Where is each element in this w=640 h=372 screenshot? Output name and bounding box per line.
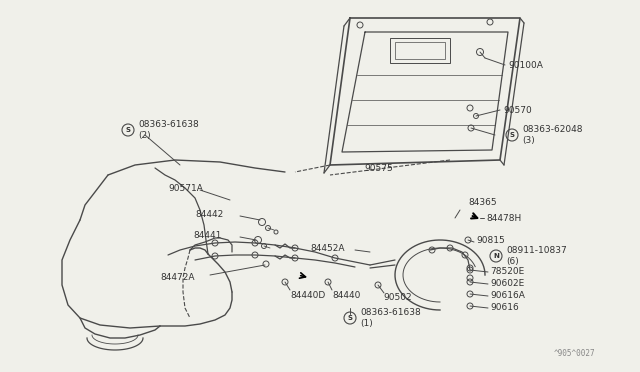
Text: 08911-10837
(6): 08911-10837 (6)	[506, 246, 567, 266]
Text: ^905^0027: ^905^0027	[554, 349, 595, 358]
Text: 84478H: 84478H	[486, 214, 521, 222]
Text: 90815: 90815	[476, 235, 505, 244]
Text: 84440D: 84440D	[290, 291, 325, 299]
Text: N: N	[493, 253, 499, 259]
Text: 90616A: 90616A	[490, 292, 525, 301]
Text: 84441: 84441	[193, 231, 221, 240]
Text: 84442: 84442	[195, 209, 223, 218]
Text: 78520E: 78520E	[490, 267, 524, 276]
Text: S: S	[125, 127, 131, 133]
Text: 90100A: 90100A	[508, 61, 543, 70]
Text: 90602E: 90602E	[490, 279, 524, 289]
Text: 84472A: 84472A	[160, 273, 195, 282]
Text: 08363-61638
(1): 08363-61638 (1)	[360, 308, 420, 328]
Text: 90571A: 90571A	[168, 183, 203, 192]
Text: 90575: 90575	[364, 164, 393, 173]
Text: 90502: 90502	[383, 294, 412, 302]
Text: 84365: 84365	[468, 198, 497, 206]
Text: S: S	[509, 132, 515, 138]
Text: 90570: 90570	[503, 106, 532, 115]
Text: 08363-62048
(3): 08363-62048 (3)	[522, 125, 582, 145]
Text: 08363-61638
(2): 08363-61638 (2)	[138, 120, 199, 140]
Text: 84440: 84440	[332, 291, 360, 299]
Text: 84452A: 84452A	[310, 244, 344, 253]
Text: 90616: 90616	[490, 304, 519, 312]
Text: S: S	[348, 315, 353, 321]
